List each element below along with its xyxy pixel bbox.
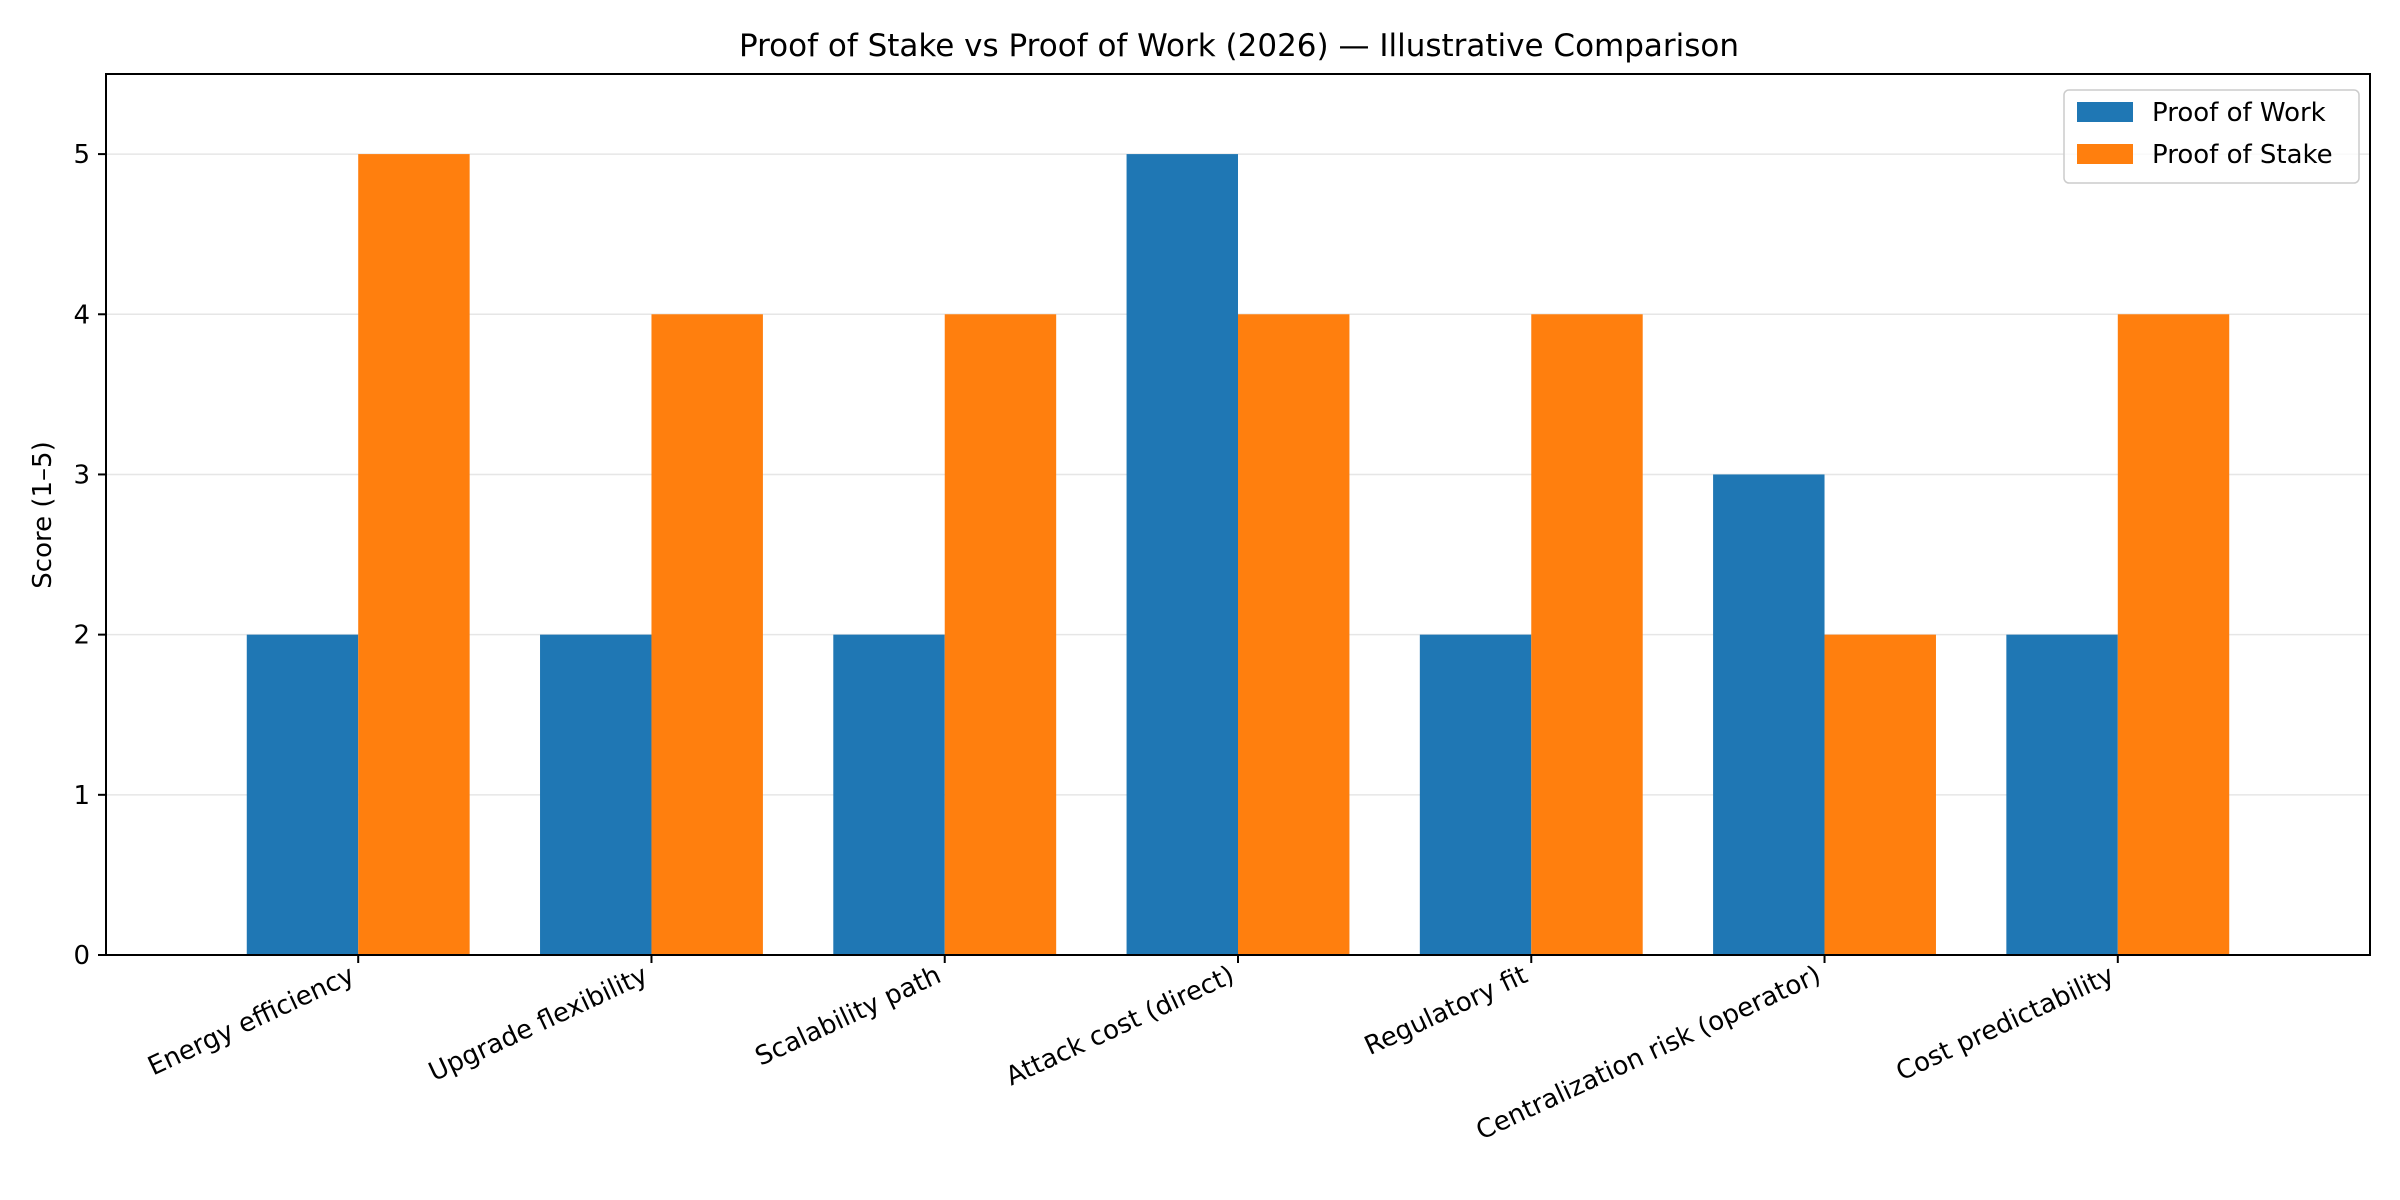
legend-box <box>2063 89 2360 184</box>
y-tick-label: 2 <box>73 621 90 651</box>
y-tick-label: 3 <box>73 460 90 490</box>
y-tick-label: 1 <box>73 781 90 811</box>
x-tick-label: Upgrade flexibility <box>424 960 652 1088</box>
legend-label-pos: Proof of Stake <box>2152 140 2333 170</box>
x-tick-label: Energy efficiency <box>143 960 359 1082</box>
legend: Proof of Work Proof of Stake <box>2063 89 2360 184</box>
legend-swatch-pow <box>2077 102 2133 122</box>
bar-pos-0 <box>358 154 470 955</box>
y-axis-label: Score (1–5) <box>28 441 58 588</box>
bar-pos-1 <box>651 314 763 956</box>
bar-pow-1 <box>540 634 652 955</box>
x-axis-ticks: Energy efficiency Upgrade flexibility Scal… <box>143 955 2119 1146</box>
y-tick-label: 0 <box>73 941 90 971</box>
bar-pos-6 <box>2117 314 2230 956</box>
bars <box>246 154 2230 956</box>
bar-pow-3 <box>1126 154 1238 955</box>
chart-title: Proof of Stake vs Proof of Work (2026) —… <box>739 28 1739 64</box>
bar-pos-2 <box>944 314 1057 956</box>
y-tick-label: 5 <box>73 140 90 170</box>
bar-pos-5 <box>1824 634 1936 955</box>
bar-pos-4 <box>1531 314 1643 956</box>
x-tick-label: Cost predictability <box>1892 960 2119 1087</box>
bar-pow-0 <box>246 634 359 955</box>
x-tick-label: Attack cost (direct) <box>1001 960 1239 1092</box>
legend-label-pow: Proof of Work <box>2152 98 2326 128</box>
x-tick-label: Scalability path <box>751 960 946 1072</box>
bar-pow-4 <box>1419 634 1532 955</box>
y-axis-ticks: 0 1 2 3 4 5 <box>73 140 106 971</box>
y-tick-label: 4 <box>73 300 90 330</box>
bar-pow-2 <box>833 634 945 955</box>
legend-swatch-pos <box>2077 144 2133 164</box>
bar-pow-6 <box>2006 634 2118 955</box>
bar-pos-3 <box>1238 314 1350 956</box>
x-tick-label: Regulatory fit <box>1360 960 1532 1062</box>
bar-pow-5 <box>1713 474 1825 955</box>
